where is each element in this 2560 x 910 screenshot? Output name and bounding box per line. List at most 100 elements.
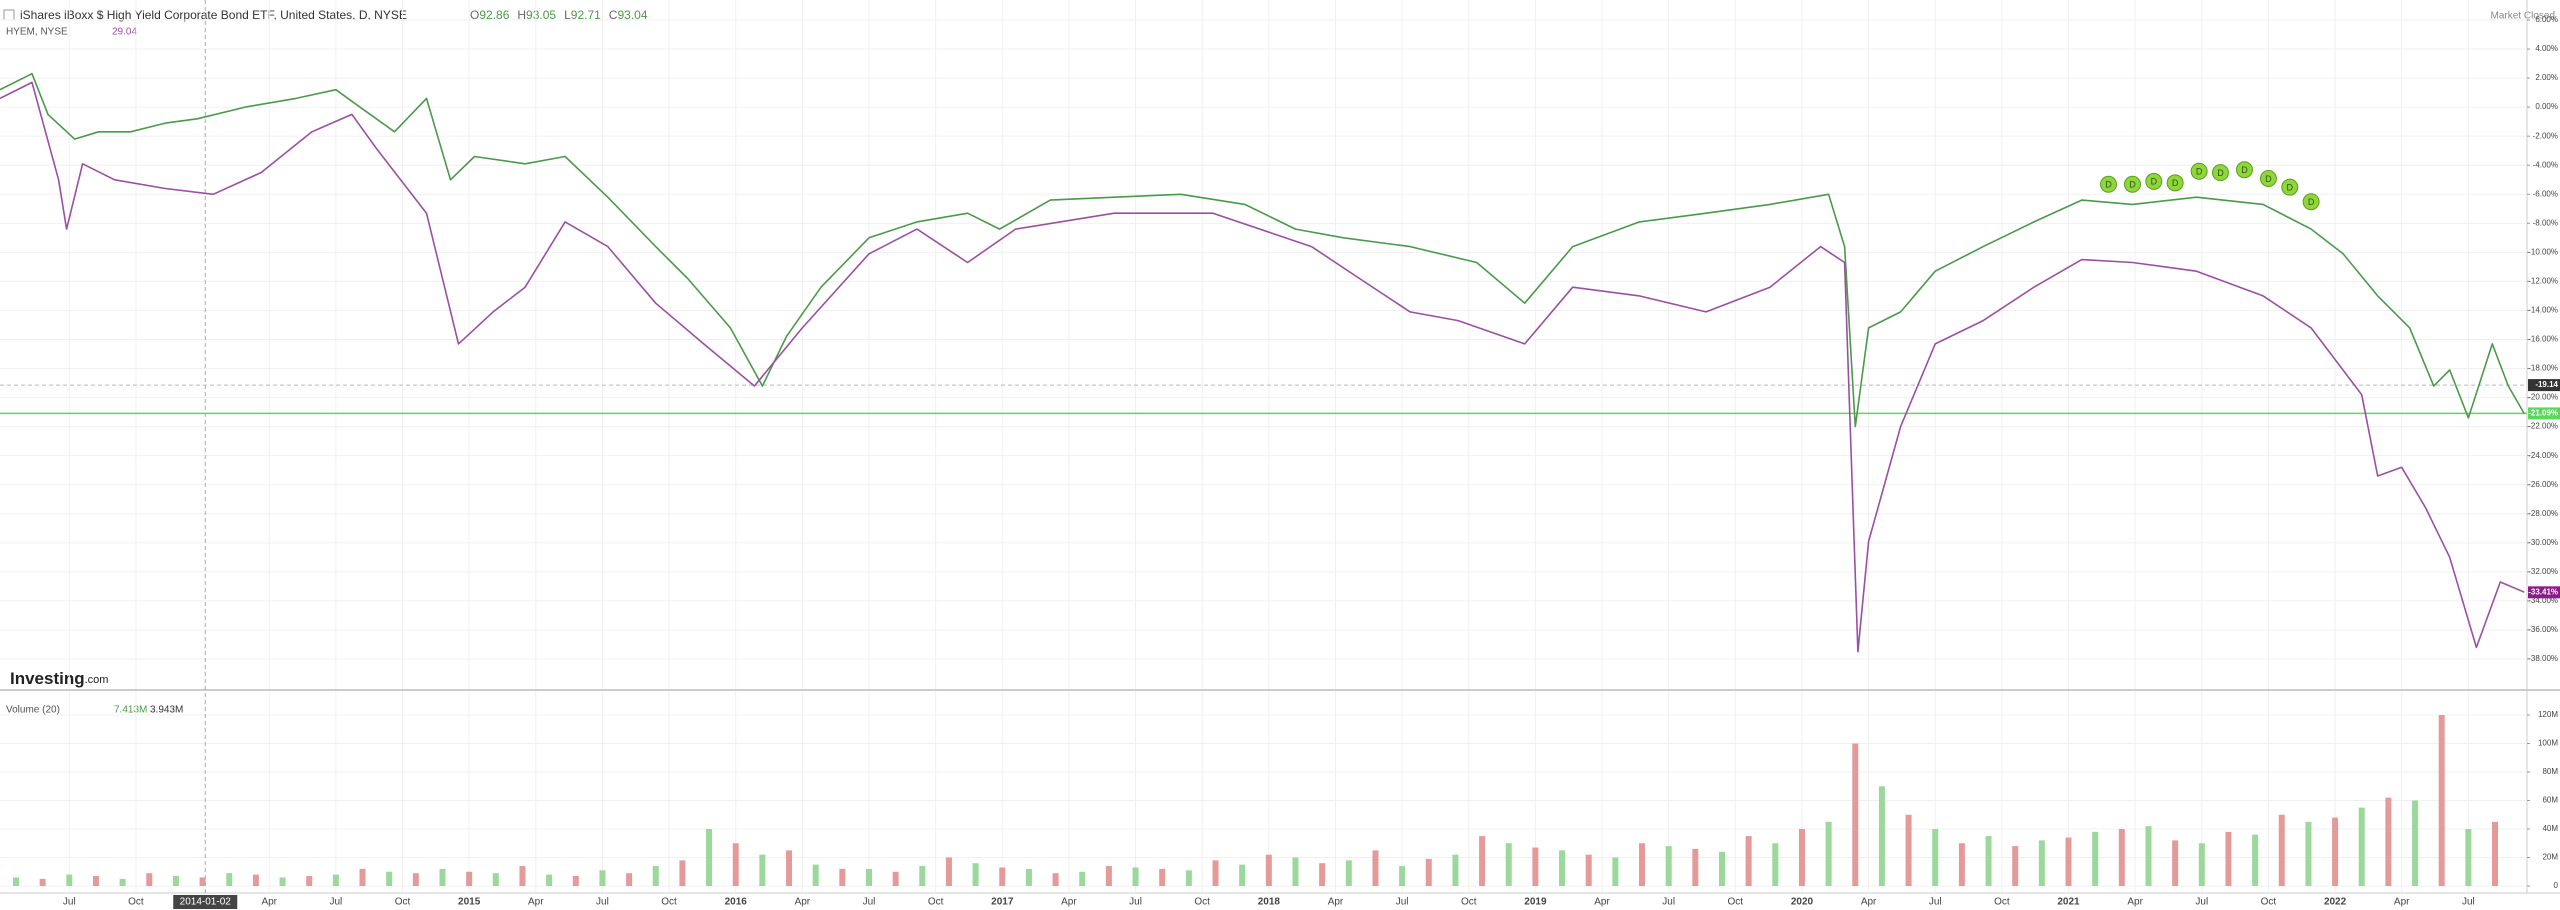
- volume-bar: [2038, 840, 2045, 886]
- y-tick-label: 2.00%: [2535, 73, 2558, 82]
- volume-bar: [1079, 871, 1086, 886]
- volume-bar: [412, 873, 419, 886]
- volume-title: Volume (20): [6, 705, 60, 716]
- volume-bar: [146, 873, 153, 886]
- volume-bar: [1239, 864, 1246, 886]
- volume-bar: [1958, 843, 1965, 886]
- logo-rest: .com: [85, 674, 109, 686]
- x-tick-label: 2018: [1258, 897, 1281, 908]
- x-tick-label: Apr: [2394, 897, 2410, 908]
- x-tick-label: Oct: [1728, 897, 1744, 908]
- y-tick-label: -4.00%: [2533, 160, 2558, 169]
- x-tick-label: Apr: [1594, 897, 1610, 908]
- y-tick-label: -26.00%: [2528, 480, 2558, 489]
- volume-bar: [1532, 847, 1539, 886]
- volume-bar: [386, 871, 393, 886]
- x-tick-label: Jul: [1396, 897, 1409, 908]
- dividend-marker: [2259, 169, 2277, 187]
- volume-bar: [1399, 866, 1406, 886]
- dividend-marker: [2099, 175, 2117, 193]
- price-tag-label: -33.41%: [2528, 587, 2558, 596]
- volume-bar: [1852, 743, 1859, 886]
- dividend-label: D: [2241, 165, 2248, 175]
- volume-bar: [945, 857, 952, 886]
- volume-bar: [2252, 834, 2259, 886]
- volume-tick-label: 60M: [2542, 796, 2558, 805]
- y-tick-label: -24.00%: [2528, 451, 2558, 460]
- volume-bar: [1159, 868, 1166, 886]
- x-tick-label: Oct: [1194, 897, 1210, 908]
- volume-bar: [2012, 846, 2019, 886]
- volume-bar: [786, 850, 793, 886]
- volume-bar: [2172, 840, 2179, 886]
- volume-bar: [1612, 857, 1619, 886]
- x-tick-label: Jul: [1929, 897, 1942, 908]
- volume-tick-label: 20M: [2542, 853, 2558, 862]
- volume-bar: [1745, 836, 1752, 886]
- volume-bar: [2305, 821, 2312, 886]
- series-line: [0, 72, 2525, 428]
- volume-bar: [812, 864, 819, 886]
- ohlc-key: C: [609, 8, 618, 22]
- logo: Investing.com: [10, 669, 108, 688]
- volume-tick-label: 100M: [2538, 739, 2558, 748]
- price-tag: [2528, 379, 2560, 392]
- volume-bar: [599, 870, 606, 886]
- price-tag: [2528, 586, 2560, 599]
- volume-bar: [1505, 843, 1512, 886]
- y-tick-label: 4.00%: [2535, 44, 2558, 53]
- y-tick-label: -20.00%: [2528, 393, 2558, 402]
- dividend-label: D: [2151, 177, 2158, 187]
- volume-bar: [1452, 854, 1459, 886]
- volume-bar: [2278, 814, 2285, 886]
- volume-bar: [1985, 836, 1992, 886]
- ohlc-key: L: [564, 8, 571, 22]
- ohlc-value: 92.86: [479, 8, 509, 22]
- volume-bar: [226, 873, 233, 886]
- y-tick-label: -28.00%: [2528, 509, 2558, 518]
- volume-bar: [1025, 868, 1032, 886]
- volume-bar: [2332, 817, 2339, 886]
- x-tick-label: 2015: [458, 897, 481, 908]
- x-tick-label: Apr: [528, 897, 544, 908]
- volume-bar: [1665, 846, 1672, 886]
- volume-bar: [492, 873, 499, 886]
- volume-bar: [1212, 860, 1219, 886]
- dividend-marker: [2281, 178, 2299, 196]
- x-tick-label: Jul: [2195, 897, 2208, 908]
- volume-bar: [2385, 797, 2392, 886]
- dividend-marker: [2211, 164, 2229, 182]
- volume-tick-label: 80M: [2542, 767, 2558, 776]
- x-tick-label: 2022: [2324, 897, 2347, 908]
- x-tick-label: Oct: [395, 897, 411, 908]
- volume-bar: [2145, 826, 2152, 886]
- volume-bar: [1132, 867, 1139, 886]
- volume-bar: [2492, 821, 2499, 886]
- dividend-marker: [2145, 172, 2163, 190]
- x-tick-label: Jul: [63, 897, 76, 908]
- price-tag-label: -19.14: [2535, 380, 2558, 389]
- y-tick-label: -18.00%: [2528, 364, 2558, 373]
- y-tick-label: -16.00%: [2528, 335, 2558, 344]
- dividend-label: D: [2172, 178, 2179, 188]
- volume-bar: [1718, 851, 1725, 886]
- price-tag: [2528, 407, 2560, 420]
- volume-bar: [12, 877, 19, 886]
- volume-bar: [1479, 836, 1486, 886]
- x-tick-label: Apr: [1328, 897, 1344, 908]
- x-tick-label: Jul: [1129, 897, 1142, 908]
- volume-bar: [172, 876, 179, 886]
- x-tick-label: Jul: [1662, 897, 1675, 908]
- volume-bar: [999, 867, 1006, 886]
- x-tick-label: Jul: [863, 897, 876, 908]
- volume-bar: [2092, 831, 2099, 886]
- volume-legend-value: 3.943M: [150, 705, 183, 716]
- y-tick-label: -12.00%: [2528, 277, 2558, 286]
- y-tick-label: -14.00%: [2528, 306, 2558, 315]
- volume-bar: [466, 871, 473, 886]
- ohlc-value: 93.05: [526, 8, 556, 22]
- dividend-marker: [2166, 174, 2184, 192]
- compare-value: 29.04: [112, 27, 137, 38]
